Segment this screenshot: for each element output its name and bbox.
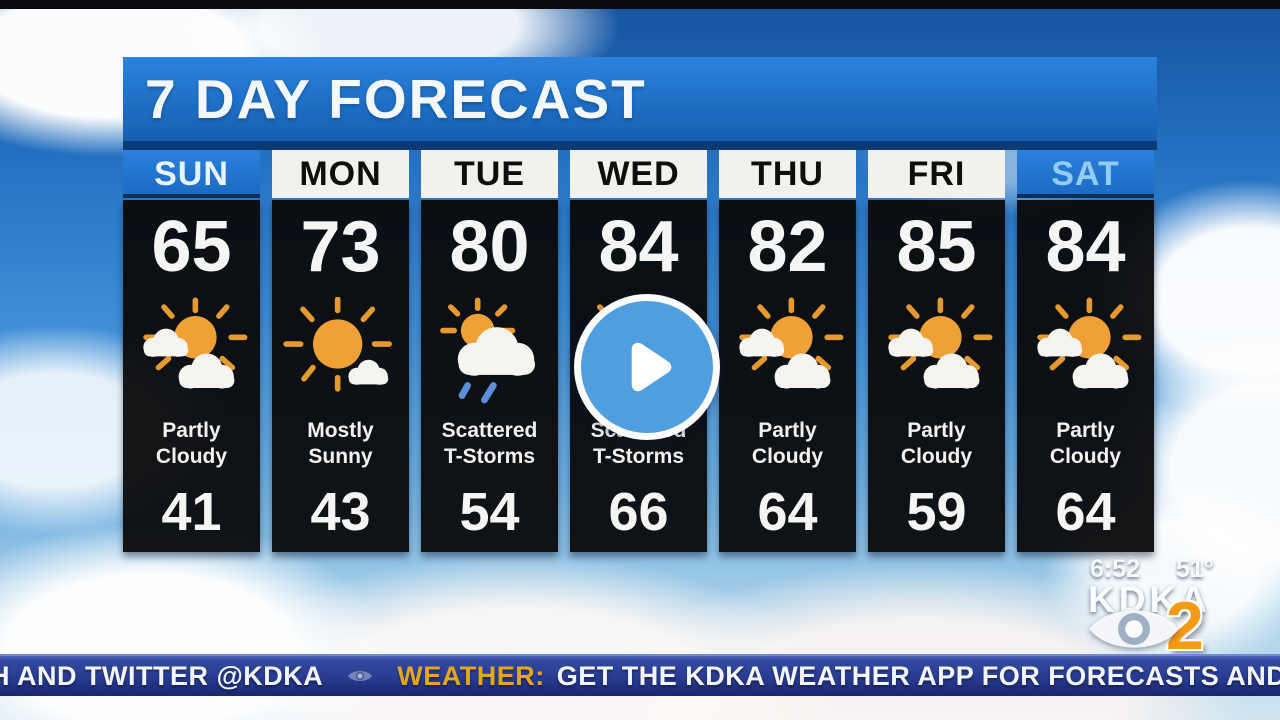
condition-line2: Cloudy: [751, 445, 824, 468]
condition-label: Mostly Sunny: [307, 412, 374, 476]
high-temp: 80: [449, 207, 530, 287]
low-temp: 66: [608, 482, 669, 542]
news-ticker: H AND TWITTER @KDKA WEATHER: GET THE KDK…: [0, 654, 1280, 696]
forecast-column-sat: SAT 84 Partly Cloudy 64: [1017, 150, 1154, 552]
day-label: SAT: [1017, 150, 1154, 198]
high-temp: 85: [896, 207, 977, 287]
day-label: THU: [719, 150, 856, 198]
high-temp: 84: [1045, 207, 1126, 287]
weather-icon: [1023, 294, 1149, 412]
clock-time: 6:52: [1090, 555, 1141, 583]
partly-cloudy-icon: [874, 297, 1000, 409]
condition-label: Scattered T-Storms: [442, 412, 538, 476]
cbs-eye-icon: [1089, 610, 1179, 648]
forecast-panel: 73 Mostly Sunny 43: [272, 200, 409, 552]
condition-line1: Mostly: [307, 419, 374, 443]
high-temp: 65: [151, 207, 232, 287]
high-temp: 84: [598, 207, 679, 287]
ticker-left-text: H AND TWITTER @KDKA: [0, 660, 324, 691]
day-label: MON: [272, 150, 409, 198]
play-icon: [631, 342, 672, 392]
low-temp: 64: [1055, 482, 1116, 542]
station-bug-time-temp: 6:52 51°: [1090, 555, 1214, 584]
station-logo: 2: [1086, 592, 1204, 660]
condition-line2: T-Storms: [592, 445, 684, 468]
ticker-message: GET THE KDKA WEATHER APP FOR FORECASTS A…: [556, 660, 1280, 691]
low-temp: 64: [757, 482, 818, 542]
forecast-column-thu: THU 82 Partly Cloudy 64: [719, 150, 856, 552]
forecast-column-fri: FRI 85 Partly Cloudy 59: [868, 150, 1005, 552]
cbs-eye-bullet-icon: [347, 667, 373, 685]
weather-icon: [725, 294, 851, 412]
weather-icon: [129, 294, 255, 412]
condition-line2: Cloudy: [900, 445, 973, 468]
high-temp: 73: [300, 207, 381, 287]
weather-icon: [278, 294, 404, 412]
day-label: FRI: [868, 150, 1005, 198]
play-button-circle: [581, 301, 713, 433]
weather-icon: [427, 294, 553, 412]
day-label: TUE: [421, 150, 558, 198]
forecast-column-tue: TUE 80 Scattered T-Storms 54: [421, 150, 558, 552]
condition-line1: Partly: [907, 419, 966, 443]
day-label: WED: [570, 150, 707, 198]
mostly-sunny-icon: [278, 297, 404, 409]
condition-line2: Sunny: [308, 445, 373, 468]
condition-line1: Partly: [758, 419, 817, 443]
forecast-column-sun: SUN 65 Partly Cloudy 41: [123, 150, 260, 552]
t-storms-icon: [427, 297, 553, 409]
high-temp: 82: [747, 207, 828, 287]
condition-line1: Partly: [162, 419, 221, 443]
play-button[interactable]: [574, 294, 720, 440]
condition-line1: Scattered: [441, 419, 538, 443]
current-temp: 51°: [1176, 555, 1214, 583]
partly-cloudy-icon: [129, 297, 255, 409]
condition-label: Partly Cloudy: [156, 412, 227, 476]
forecast-panel: 84 Partly Cloudy 64: [1017, 200, 1154, 552]
page-title: 7 DAY FORECAST: [145, 67, 647, 130]
condition-line2: Cloudy: [155, 445, 228, 468]
partly-cloudy-icon: [725, 297, 851, 409]
low-temp: 43: [310, 482, 371, 542]
weather-icon: [874, 294, 1000, 412]
ticker-topic-label: WEATHER:: [397, 660, 545, 691]
condition-label: Partly Cloudy: [1050, 412, 1121, 476]
condition-line1: Partly: [1056, 419, 1115, 443]
letterbox-bar: [0, 0, 1280, 9]
forecast-column-mon: MON 73 Mostly Sunny 43: [272, 150, 409, 552]
partly-cloudy-icon: [1023, 297, 1149, 409]
forecast-panel: 65 Partly Cloudy 41: [123, 200, 260, 552]
forecast-banner: 7 DAY FORECAST: [123, 57, 1157, 150]
condition-label: Partly Cloudy: [752, 412, 823, 476]
condition-line2: Cloudy: [1049, 445, 1122, 468]
condition-line2: T-Storms: [443, 445, 535, 468]
low-temp: 59: [906, 482, 967, 542]
forecast-panel: 85 Partly Cloudy 59: [868, 200, 1005, 552]
forecast-panel: 82 Partly Cloudy 64: [719, 200, 856, 552]
day-label: SUN: [123, 150, 260, 198]
low-temp: 54: [459, 482, 520, 542]
low-temp: 41: [161, 482, 222, 542]
forecast-panel: 80 Scattered T-Storms 54: [421, 200, 558, 552]
condition-label: Partly Cloudy: [901, 412, 972, 476]
